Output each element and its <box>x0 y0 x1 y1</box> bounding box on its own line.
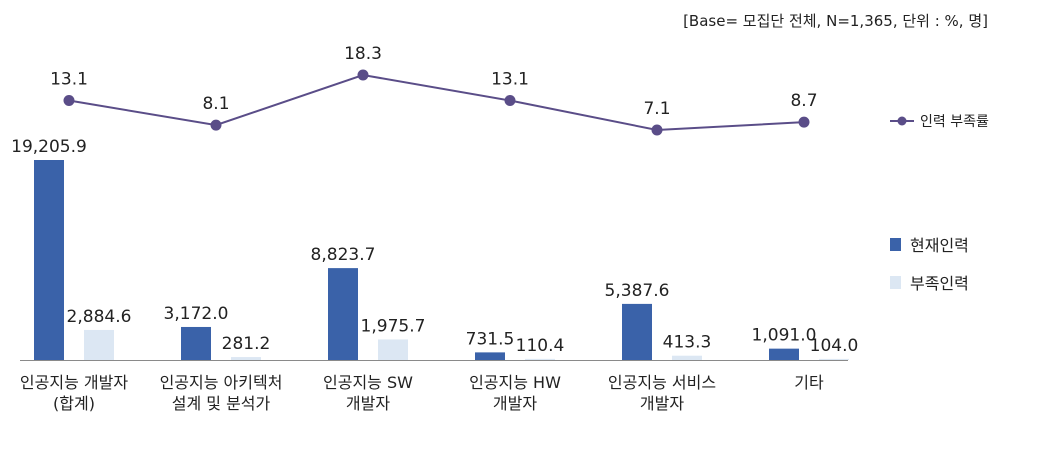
category-label: 개발자 <box>346 394 390 413</box>
line-point <box>651 124 663 136</box>
legend-swatch-current <box>890 238 901 251</box>
data-label-shortage: 413.3 <box>663 333 712 353</box>
bar-current <box>34 160 64 360</box>
bar-current <box>328 268 358 360</box>
bar-current <box>181 326 211 360</box>
category-label: (합계) <box>53 394 95 413</box>
bar-shortage <box>84 329 114 360</box>
legend-label-rate: 인력 부족률 <box>920 114 989 130</box>
data-label-shortage: 2,884.6 <box>67 307 132 327</box>
legend-swatch-shortage <box>890 276 901 289</box>
line-data-label: 8.7 <box>790 91 817 111</box>
base-note: [Base= 모집단 전체, N=1,365, 단위 : %, 명] <box>683 12 988 30</box>
data-label-current: 3,172.0 <box>164 304 229 324</box>
line-shortage-rate <box>68 73 805 132</box>
data-label-current: 1,091.0 <box>752 326 817 346</box>
bar-shortage <box>819 358 849 360</box>
bar-shortage <box>525 358 555 360</box>
data-label-current: 8,823.7 <box>311 245 376 265</box>
category-label: 인공지능 아키텍처 <box>160 373 283 392</box>
data-label-current: 19,205.9 <box>11 137 87 157</box>
category-label: 인공지능 개발자 <box>20 373 128 392</box>
data-label-current: 731.5 <box>466 329 515 349</box>
line-point <box>63 95 75 107</box>
bar-current <box>769 348 799 360</box>
data-label-shortage: 1,975.7 <box>361 316 426 336</box>
bar-current <box>475 352 505 360</box>
category-label: 기타 <box>794 373 824 392</box>
category-label: 인공지능 서비스 <box>608 373 716 392</box>
bar-shortage <box>378 339 408 360</box>
category-label: 설계 및 분석가 <box>172 394 271 413</box>
line-point <box>210 119 222 131</box>
line-data-label: 8.1 <box>202 94 229 114</box>
data-label-shortage: 104.0 <box>810 336 859 356</box>
category-label: 개발자 <box>640 394 684 413</box>
line-data-label: 13.1 <box>491 70 529 90</box>
legend-line-marker <box>897 116 907 126</box>
bar-current <box>622 303 652 360</box>
data-label-shortage: 281.2 <box>222 334 271 354</box>
data-label-current: 5,387.6 <box>605 281 670 301</box>
bar-shortage <box>231 357 261 360</box>
legend-label-shortage: 부족인력 <box>910 274 969 293</box>
category-label: 인공지능 HW <box>469 373 561 392</box>
line-data-label: 13.1 <box>50 70 88 90</box>
data-label-shortage: 110.4 <box>516 336 565 356</box>
line-point <box>504 95 516 107</box>
line-point <box>798 116 810 128</box>
category-label: 인공지능 SW <box>323 373 413 392</box>
legend-label-current: 현재인력 <box>910 236 969 255</box>
category-label: 개발자 <box>493 394 537 413</box>
line-data-label: 18.3 <box>344 44 382 64</box>
line-point <box>357 69 369 81</box>
bar-shortage <box>672 355 702 360</box>
line-data-label: 7.1 <box>643 99 670 119</box>
